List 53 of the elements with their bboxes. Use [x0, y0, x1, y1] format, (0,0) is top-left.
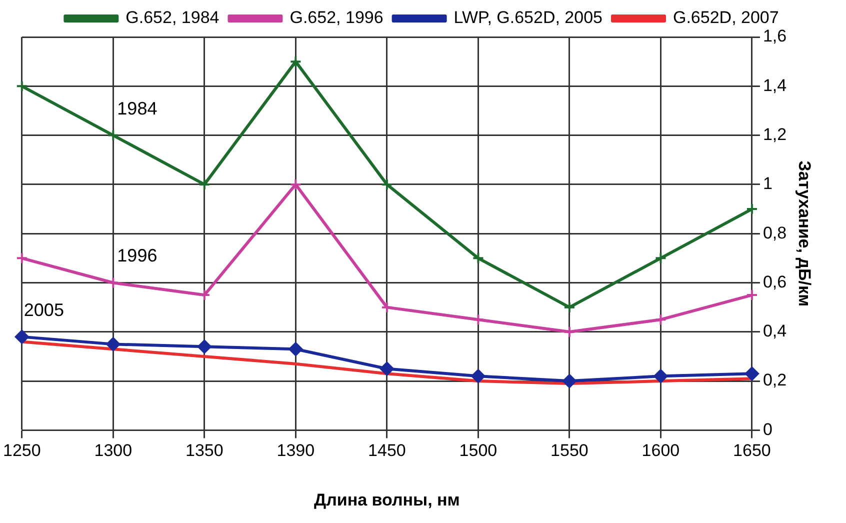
- point: [198, 178, 210, 190]
- x-tick-label: 1500: [459, 441, 498, 460]
- point: [107, 129, 120, 142]
- point: [563, 301, 576, 314]
- point: [563, 326, 576, 338]
- y-tick-label: 1,4: [762, 76, 787, 95]
- point: [380, 301, 393, 314]
- x-tick-label: 1650: [733, 441, 771, 460]
- x-tick-label: 1550: [550, 441, 588, 460]
- x-axis-title: Длина волны, нм: [314, 490, 460, 510]
- y-axis-title: Затухание, дБ/км: [795, 160, 814, 307]
- point: [380, 178, 393, 190]
- point: [198, 289, 210, 302]
- y-tick-label: 0,8: [762, 223, 787, 242]
- legend-label: G.652D, 2007: [672, 8, 779, 28]
- y-tick-label: 0,2: [762, 370, 787, 390]
- x-tick-label: 1600: [642, 441, 680, 460]
- x-tick-label: 1350: [186, 441, 224, 460]
- y-tick-label: 0,6: [762, 272, 787, 292]
- point: [746, 289, 758, 302]
- point: [290, 56, 302, 68]
- point: [14, 330, 29, 344]
- point: [471, 369, 486, 384]
- legend-label: G.652, 1996: [290, 8, 384, 28]
- point: [746, 203, 758, 216]
- point: [197, 340, 212, 354]
- point: [562, 374, 576, 388]
- y-tick-label: 1,2: [762, 124, 787, 144]
- annotation: 1984: [117, 98, 158, 118]
- annotation: 1996: [117, 246, 158, 266]
- annotation: 2005: [24, 300, 64, 320]
- point: [472, 252, 484, 264]
- point: [472, 314, 484, 326]
- y-tick-label: 0,4: [762, 322, 787, 341]
- x-tick-label: 1300: [94, 441, 132, 460]
- legend-label: G.652, 1984: [126, 8, 220, 28]
- x-tick-label: 1450: [368, 441, 406, 460]
- point: [106, 337, 120, 352]
- point: [107, 276, 120, 289]
- y-tick-label: 0: [762, 420, 772, 439]
- point: [654, 369, 668, 384]
- point: [290, 178, 302, 190]
- point: [16, 80, 28, 92]
- point: [16, 252, 28, 264]
- x-tick-label: 1390: [276, 441, 315, 460]
- x-tick-label: 1250: [2, 441, 41, 460]
- point: [654, 314, 667, 326]
- y-tick-label: 1: [762, 174, 772, 194]
- y-tick-label: 1,6: [762, 26, 787, 46]
- point: [654, 252, 667, 264]
- legend-label: LWP, G.652D, 2005: [454, 8, 602, 28]
- point: [288, 342, 303, 356]
- point: [380, 362, 394, 376]
